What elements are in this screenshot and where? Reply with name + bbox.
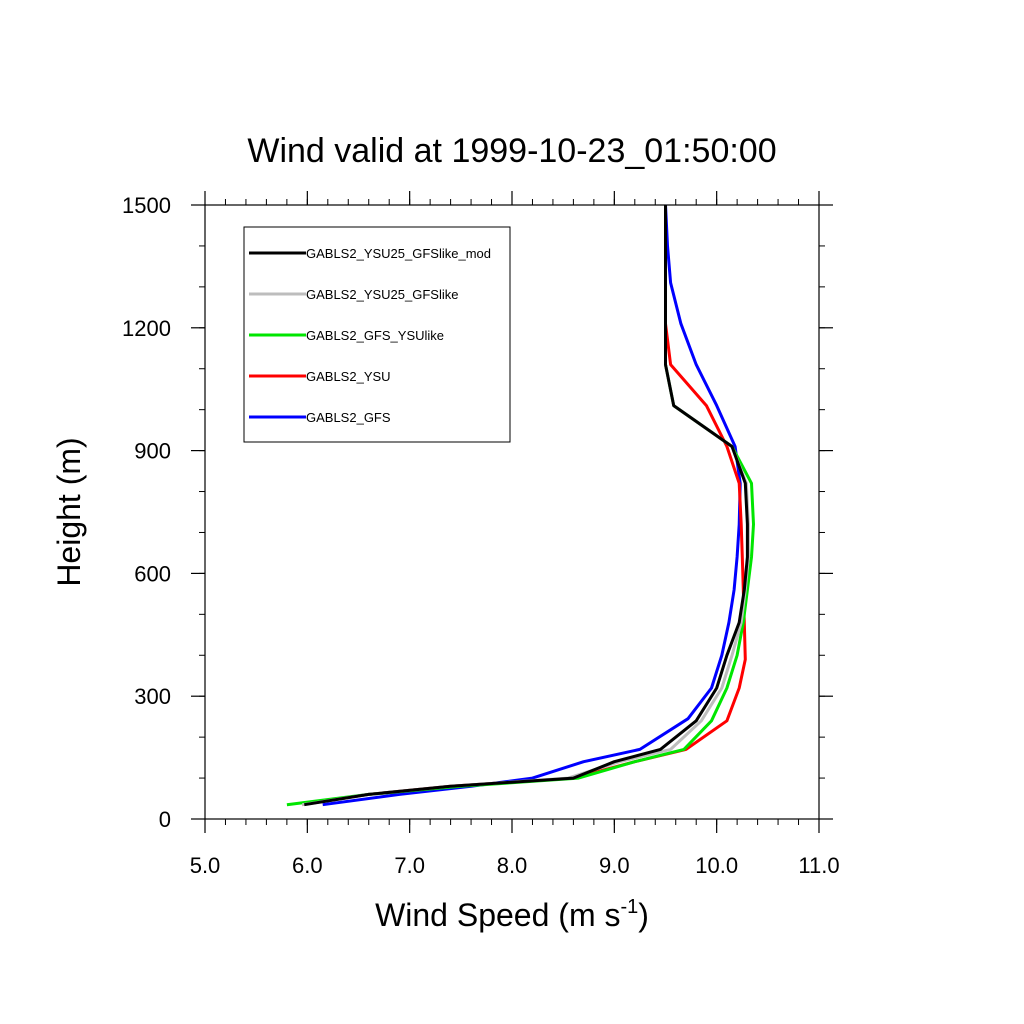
y-tick-label: 300 bbox=[134, 684, 171, 709]
major-ticks bbox=[191, 191, 833, 833]
legend-label: GABLS2_YSU25_GFSlike bbox=[306, 287, 458, 302]
legend-label: GABLS2_GFS_YSUlike bbox=[306, 328, 444, 343]
x-tick-label: 10.0 bbox=[695, 853, 738, 878]
legend-label: GABLS2_YSU bbox=[306, 369, 391, 384]
legend: GABLS2_YSU25_GFSlike_mod GABLS2_YSU25_GFS… bbox=[243, 226, 511, 443]
x-tick-label: 5.0 bbox=[190, 853, 221, 878]
legend-label: GABLS2_YSU25_GFSlike_mod bbox=[306, 246, 491, 261]
y-tick-label: 600 bbox=[134, 561, 171, 586]
chart-title: Wind valid at 1999-10-23_01:50:00 bbox=[247, 132, 776, 170]
y-tick-labels: 0 300 600 900 1200 1500 bbox=[122, 193, 171, 832]
y-tick-label: 900 bbox=[134, 439, 171, 464]
y-axis-label: Height (m) bbox=[51, 437, 87, 586]
series-line-gabls2-ysu25-gfslike-mod bbox=[304, 205, 749, 807]
x-tick-label: 6.0 bbox=[292, 853, 323, 878]
x-axis-label-superscript: -1 bbox=[620, 896, 638, 918]
x-axis-label-suffix: ) bbox=[638, 897, 649, 933]
x-tick-label: 7.0 bbox=[394, 853, 425, 878]
y-tick-label: 1200 bbox=[122, 316, 171, 341]
x-tick-label: 11.0 bbox=[798, 853, 839, 878]
series-line-gabls2-gfs bbox=[322, 204, 742, 807]
x-axis-label-text: Wind Speed (m s bbox=[375, 897, 620, 933]
series-lines bbox=[286, 204, 755, 807]
x-tick-label: 9.0 bbox=[599, 853, 630, 878]
x-tick-label: 8.0 bbox=[497, 853, 528, 878]
legend-label: GABLS2_GFS bbox=[306, 410, 391, 425]
y-tick-label: 1500 bbox=[122, 193, 171, 218]
y-tick-label: 0 bbox=[159, 807, 171, 832]
legend-items: GABLS2_YSU25_GFSlike_mod GABLS2_YSU25_GFS… bbox=[249, 246, 491, 425]
x-tick-labels: 5.0 6.0 7.0 8.0 9.0 10.0 11.0 bbox=[190, 853, 840, 878]
x-axis-label: Wind Speed (m s-1) bbox=[375, 896, 649, 933]
